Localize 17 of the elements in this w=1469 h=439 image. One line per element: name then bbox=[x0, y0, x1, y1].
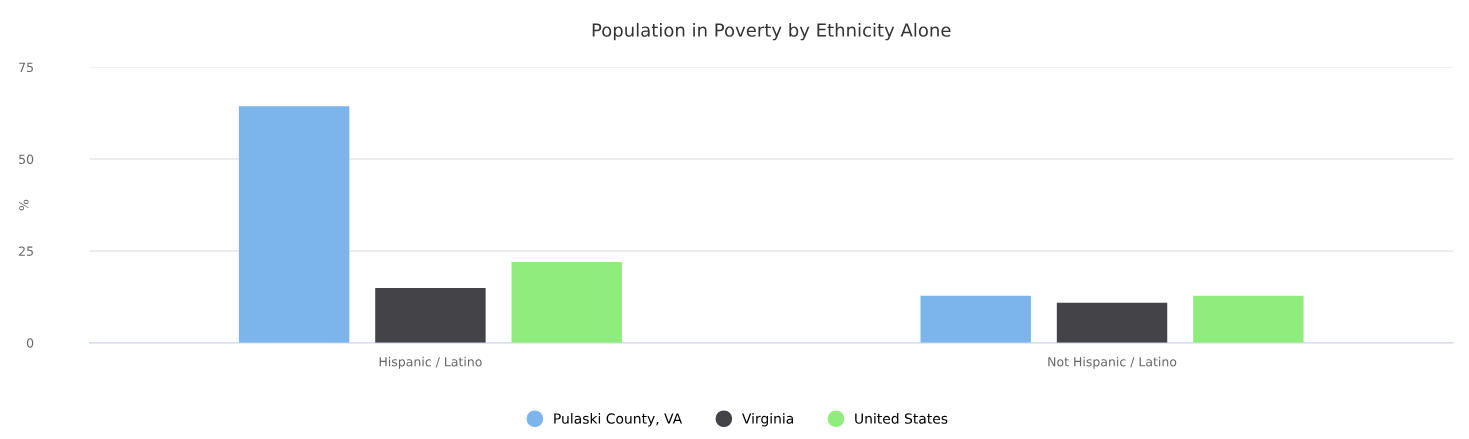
legend-label: United States bbox=[855, 413, 948, 424]
bar bbox=[1193, 295, 1304, 343]
x-tick-label: Hispanic / Latino bbox=[379, 356, 482, 369]
x-tick-label: Not Hispanic / Latino bbox=[1048, 356, 1177, 369]
bar bbox=[375, 288, 486, 343]
y-tick-label: 25 bbox=[19, 246, 33, 256]
chart-title: Population in Poverty by Ethnicity Alone bbox=[592, 22, 951, 41]
y-tick-label: 75 bbox=[19, 62, 33, 73]
legend-label: Pulaski County, VA bbox=[554, 413, 683, 427]
bar bbox=[511, 261, 622, 343]
legend-label: Virginia bbox=[742, 413, 793, 427]
bar bbox=[1056, 302, 1168, 343]
bar bbox=[920, 295, 1031, 343]
y-axis-title: % bbox=[19, 199, 29, 211]
y-tick-label: 50 bbox=[19, 154, 34, 164]
y-tick-label: 0 bbox=[26, 338, 34, 348]
bar bbox=[238, 106, 350, 343]
